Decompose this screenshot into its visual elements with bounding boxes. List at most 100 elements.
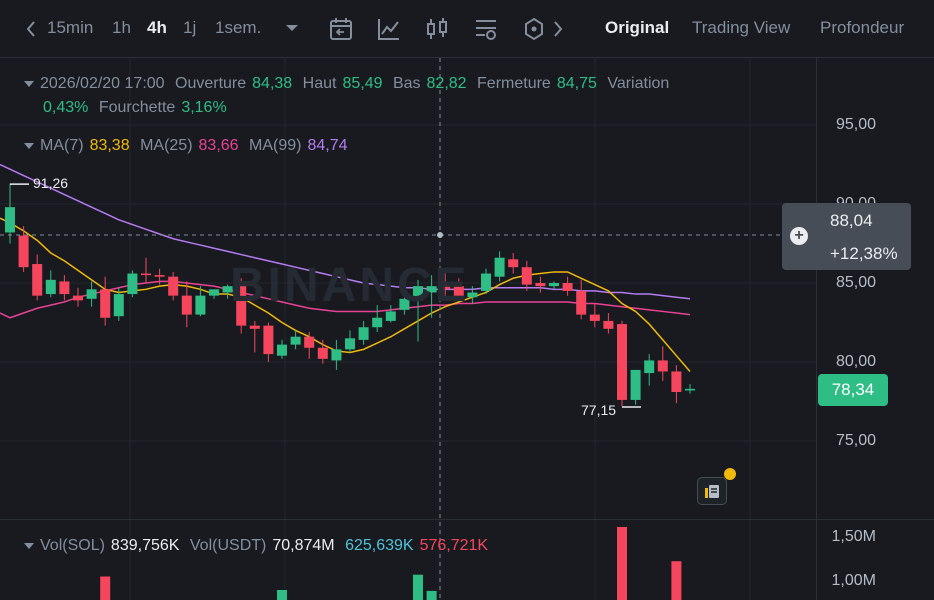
- candle-body: [317, 347, 328, 359]
- candle-body: [453, 286, 464, 298]
- toolbar: 15min 1h 4h 1j 1sem. Original Trading Vi…: [0, 0, 934, 58]
- candle-body: [168, 276, 179, 296]
- vol-sell-value: 576,721K: [419, 537, 489, 554]
- candle-body: [657, 360, 668, 372]
- view-trading-view[interactable]: Trading View: [692, 18, 791, 37]
- candle-body: [399, 298, 410, 310]
- candle-body: [86, 289, 97, 299]
- open-value: 84,38: [252, 75, 293, 92]
- volume-bar: [671, 561, 682, 600]
- ma25-label: MA(25): [140, 137, 193, 154]
- view-original[interactable]: Original: [605, 18, 670, 37]
- vol-usdt-value: 70,874M: [272, 537, 335, 554]
- candle-body: [236, 286, 247, 326]
- ma25-value: 83,66: [198, 137, 239, 154]
- candle-body: [195, 295, 206, 315]
- axis-separator: [816, 58, 817, 600]
- plus-icon[interactable]: +: [790, 227, 808, 245]
- vol-buy-value: 625,639K: [345, 537, 414, 554]
- candle-body: [18, 235, 29, 268]
- candle-body: [263, 325, 274, 355]
- interval-1j[interactable]: 1j: [183, 18, 197, 37]
- hexagon-icon[interactable]: [521, 16, 547, 42]
- candle-body: [113, 294, 124, 317]
- collapse-triangle-icon[interactable]: [24, 80, 34, 87]
- interval-1sem[interactable]: 1sem.: [215, 18, 262, 37]
- candle-body: [685, 388, 695, 391]
- news-icon: [705, 485, 719, 498]
- candle-body: [181, 295, 192, 315]
- candle-body: [535, 283, 546, 287]
- candle-body: [141, 273, 151, 276]
- crosshair-change: +12,38%: [830, 244, 898, 263]
- collapse-triangle-icon[interactable]: [24, 142, 34, 149]
- high-mark-label: 91,26: [33, 175, 69, 191]
- news-button[interactable]: [697, 477, 727, 505]
- crosshair-price-box[interactable]: + 88,04 +12,38%: [782, 203, 911, 270]
- close-value: 84,75: [556, 75, 597, 92]
- candlestick-chart[interactable]: [0, 58, 934, 600]
- view-profondeur[interactable]: Profondeur: [820, 18, 905, 37]
- ma99-label: MA(99): [249, 137, 302, 154]
- ma99-value: 84,74: [307, 137, 348, 154]
- volume-bar: [426, 590, 437, 600]
- chevron-right-icon[interactable]: [551, 19, 565, 39]
- candle-body: [467, 292, 478, 298]
- candle-body: [277, 344, 287, 356]
- price-axis-label: 95,00: [835, 116, 876, 133]
- high-label: Haut: [302, 75, 337, 92]
- interval-1h[interactable]: 1h: [112, 18, 131, 37]
- notification-dot: [724, 468, 736, 480]
- indicator-icon[interactable]: [376, 16, 402, 42]
- chevron-left-icon[interactable]: [24, 19, 38, 39]
- close-label: Fermeture: [477, 75, 551, 92]
- collapse-triangle-icon[interactable]: [24, 542, 34, 549]
- candle-body: [630, 369, 641, 400]
- ma-info: MA(7) 83,38 MA(25) 83,66 MA(99) 84,74: [24, 137, 354, 155]
- candle-body: [73, 295, 83, 301]
- candlestick-icon[interactable]: [424, 16, 450, 42]
- candle-body: [576, 290, 587, 315]
- candle-body: [562, 283, 573, 291]
- candle-body: [32, 264, 43, 296]
- calendar-icon[interactable]: [328, 16, 354, 42]
- candle-body: [331, 349, 342, 361]
- candle-body: [521, 267, 532, 285]
- candle-body: [45, 279, 56, 295]
- current-price-tag: 78,34: [818, 374, 888, 406]
- candle-body: [671, 371, 682, 393]
- volume-separator: [0, 519, 934, 520]
- low-value: 82,82: [426, 75, 467, 92]
- volume-bar: [617, 527, 627, 600]
- candle-body: [290, 336, 301, 345]
- low-mark-label: 77,15: [581, 402, 617, 418]
- candle-body: [345, 338, 355, 350]
- candle-body: [589, 314, 600, 321]
- volume-bar: [100, 576, 111, 600]
- ohlc-date: 2026/02/20 17:00: [40, 75, 165, 92]
- high-value: 85,49: [342, 75, 383, 92]
- candle-body: [5, 207, 15, 233]
- candle-body: [385, 311, 396, 321]
- volume-info: Vol(SOL) 839,756K Vol(USDT) 70,874M 625,63…: [24, 537, 494, 555]
- volume-axis-label: 1,00M: [831, 572, 876, 589]
- interval-15min[interactable]: 15min: [47, 18, 94, 37]
- candle-body: [494, 257, 505, 277]
- chevron-down-icon[interactable]: [284, 23, 300, 33]
- candle-body: [617, 324, 627, 400]
- ma7-line: [0, 217, 691, 372]
- ohlc-info-line2: 0,43% Fourchette 3,16%: [43, 99, 233, 117]
- candle-body: [549, 283, 559, 287]
- crosshair-dot: [437, 231, 443, 238]
- candle-body: [644, 360, 655, 374]
- volume-bar: [277, 590, 287, 600]
- watermark: BINANCE: [230, 259, 470, 312]
- settings-icon[interactable]: [473, 16, 499, 42]
- candle-body: [304, 336, 315, 348]
- ma99-line: [0, 163, 691, 300]
- vol-sol-label: Vol(SOL): [40, 537, 105, 554]
- range-label: Fourchette: [98, 99, 176, 116]
- ma25-line: [0, 280, 691, 319]
- candle-body: [127, 273, 138, 295]
- interval-4h[interactable]: 4h: [147, 18, 167, 37]
